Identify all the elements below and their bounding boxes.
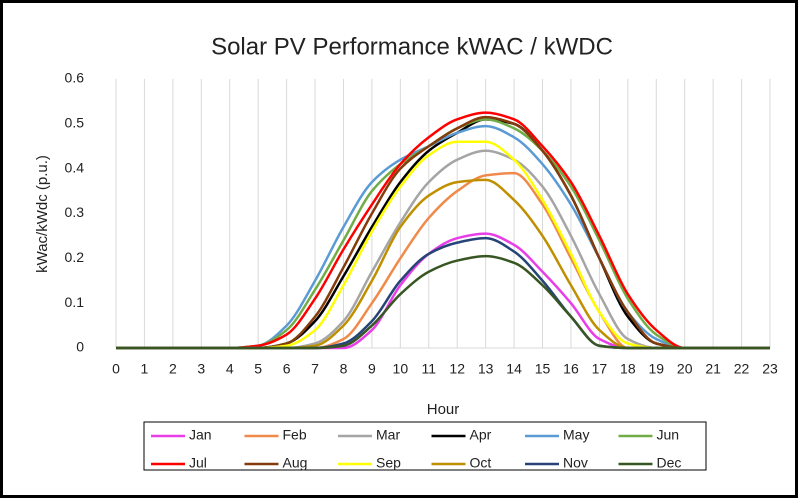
legend-label: Oct — [470, 455, 492, 471]
x-tick-label: 22 — [734, 361, 750, 377]
x-tick-label: 21 — [705, 361, 721, 377]
legend-label: May — [563, 427, 589, 443]
x-tick-label: 20 — [677, 361, 693, 377]
x-tick-label: 16 — [563, 361, 579, 377]
x-tick-label: 13 — [478, 361, 494, 377]
x-tick-label: 14 — [506, 361, 522, 377]
legend-label: Aug — [283, 455, 308, 471]
x-tick-label: 8 — [340, 361, 348, 377]
x-tick-label: 19 — [648, 361, 664, 377]
x-tick-label: 9 — [368, 361, 376, 377]
x-tick-label: 1 — [141, 361, 149, 377]
y-tick-label: 0.2 — [65, 249, 85, 265]
x-tick-label: 18 — [620, 361, 636, 377]
y-tick-label: 0 — [76, 339, 84, 355]
x-tick-label: 7 — [311, 361, 319, 377]
legend-label: Apr — [470, 427, 492, 443]
x-tick-label: 6 — [283, 361, 291, 377]
x-tick-label: 0 — [112, 361, 120, 377]
x-tick-label: 12 — [449, 361, 465, 377]
y-tick-label: 0.1 — [65, 294, 85, 310]
y-tick-label: 0.5 — [65, 115, 85, 131]
y-tick-label: 0.3 — [65, 204, 85, 220]
x-tick-label: 3 — [197, 361, 205, 377]
x-tick-label: 2 — [169, 361, 177, 377]
legend-label: Sep — [376, 455, 401, 471]
series-line — [116, 254, 770, 350]
legend-label: Jul — [189, 455, 207, 471]
legend-label: Nov — [563, 455, 588, 471]
legend-label: Feb — [283, 427, 307, 443]
x-tick-label: 4 — [226, 361, 234, 377]
legend-box — [143, 421, 707, 471]
legend-label: Mar — [376, 427, 400, 443]
legend-label: Dec — [657, 455, 682, 471]
y-tick-label: 0.6 — [65, 70, 85, 86]
x-tick-label: 5 — [254, 361, 262, 377]
x-tick-label: 23 — [762, 361, 778, 377]
legend-label: Jun — [657, 427, 680, 443]
x-tick-label: 15 — [535, 361, 551, 377]
chart-title: Solar PV Performance kWAC / kWDC — [211, 33, 613, 60]
y-tick-label: 0.4 — [65, 159, 85, 175]
legend-label: Jan — [189, 427, 212, 443]
x-axis-title: Hour — [427, 401, 460, 418]
x-tick-label: 17 — [592, 361, 608, 377]
x-tick-label: 11 — [422, 361, 437, 377]
y-axis-title: kWac/kWdc (p.u.) — [34, 155, 51, 273]
x-tick-label: 10 — [393, 361, 409, 377]
